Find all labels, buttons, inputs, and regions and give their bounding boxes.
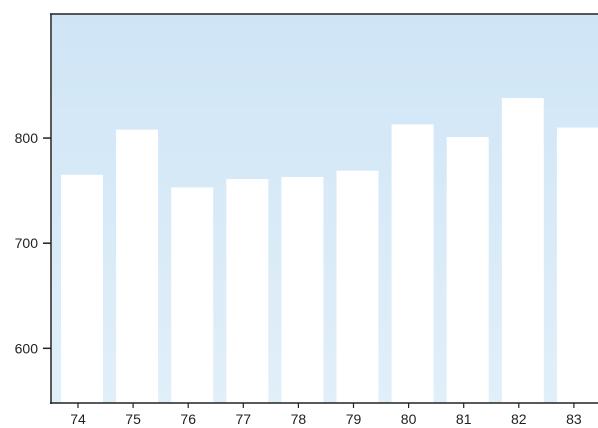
x-tick-label-78: 78 — [291, 411, 307, 427]
bar-83 — [556, 127, 598, 403]
y-tick-label-600: 600 — [15, 340, 39, 356]
bar-80 — [391, 124, 434, 403]
bars-group — [61, 98, 598, 404]
y-tick-label-800: 800 — [15, 130, 39, 146]
x-tick-label-77: 77 — [236, 411, 252, 427]
bar-82 — [501, 98, 544, 404]
x-tick-label-81: 81 — [456, 411, 472, 427]
y-ticks-group: 600 700 800 — [15, 130, 51, 356]
bar-75 — [116, 129, 159, 403]
x-tick-label-79: 79 — [346, 411, 362, 427]
bar-78 — [281, 176, 324, 403]
bar-79 — [336, 170, 379, 403]
bar-77 — [226, 179, 269, 403]
x-tick-label-74: 74 — [70, 411, 86, 427]
x-tick-label-76: 76 — [180, 411, 196, 427]
x-tick-labels-group: 74 75 76 77 78 79 80 81 82 83 — [70, 403, 582, 427]
bar-76 — [171, 187, 214, 403]
bar-74 — [61, 174, 103, 403]
x-tick-label-83: 83 — [566, 411, 582, 427]
x-tick-label-75: 75 — [125, 411, 141, 427]
x-tick-label-82: 82 — [511, 411, 527, 427]
bar-81 — [446, 137, 489, 403]
y-tick-label-700: 700 — [15, 235, 39, 251]
x-tick-label-80: 80 — [401, 411, 417, 427]
